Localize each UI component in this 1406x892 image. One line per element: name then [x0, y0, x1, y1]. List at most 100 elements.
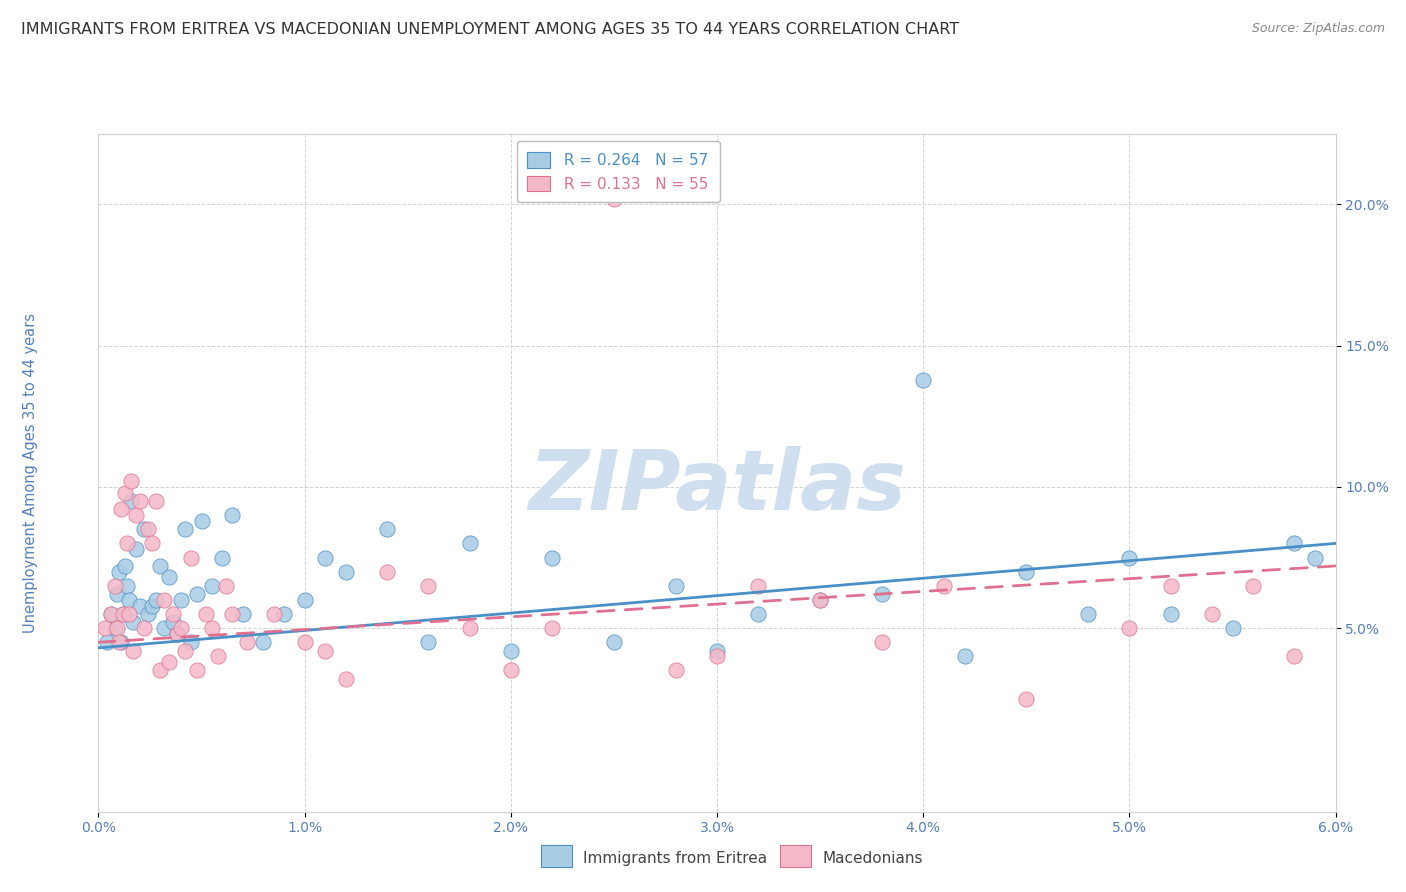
Point [294, 592, 316, 607]
Point [706, 649, 728, 664]
Point [174, 644, 197, 658]
Point [136, 607, 159, 621]
Point [418, 635, 440, 649]
Point [1284, 649, 1306, 664]
Point [603, 192, 626, 206]
Point [170, 592, 193, 607]
Point [112, 607, 135, 621]
Point [221, 508, 243, 523]
Point [194, 607, 217, 621]
Point [1284, 536, 1306, 550]
Point [190, 514, 212, 528]
Point [665, 579, 688, 593]
Point [141, 599, 163, 613]
Point [128, 599, 150, 613]
Point [114, 558, 136, 574]
Point [93, 621, 115, 635]
Point [110, 502, 132, 516]
Point [145, 494, 167, 508]
Point [953, 649, 976, 664]
Point [706, 644, 728, 658]
Point [120, 475, 142, 489]
Point [180, 550, 202, 565]
Point [128, 494, 150, 508]
Point [499, 644, 522, 658]
Point [870, 635, 893, 649]
Point [96, 635, 118, 649]
Point [932, 579, 955, 593]
Point [166, 626, 188, 640]
Point [1118, 550, 1140, 565]
Point [211, 550, 233, 565]
Point [120, 494, 142, 508]
Point [186, 587, 208, 601]
Point [180, 635, 202, 649]
Point [1241, 579, 1264, 593]
Point [1160, 607, 1182, 621]
Point [170, 621, 193, 635]
Point [1222, 621, 1244, 635]
Point [236, 635, 259, 649]
Point [122, 615, 145, 630]
Point [808, 592, 831, 607]
Point [149, 664, 172, 678]
Point [117, 536, 139, 550]
Point [458, 621, 481, 635]
Point [145, 592, 167, 607]
Point [108, 565, 131, 579]
Point [105, 621, 128, 635]
Point [124, 542, 146, 557]
Text: Unemployment Among Ages 35 to 44 years: Unemployment Among Ages 35 to 44 years [24, 313, 38, 632]
Text: ZIPatlas: ZIPatlas [529, 446, 905, 527]
Point [174, 522, 197, 536]
Point [186, 664, 208, 678]
Point [232, 607, 254, 621]
Point [335, 565, 357, 579]
Point [141, 536, 163, 550]
Point [747, 579, 769, 593]
Point [541, 550, 564, 565]
Point [136, 522, 159, 536]
Point [207, 649, 229, 664]
Point [221, 607, 243, 621]
Point [201, 621, 224, 635]
Point [162, 615, 184, 630]
Point [375, 522, 398, 536]
Text: Immigrants from Eritrea: Immigrants from Eritrea [583, 851, 768, 865]
Point [153, 592, 176, 607]
Point [110, 635, 132, 649]
Point [132, 522, 155, 536]
Point [104, 621, 127, 635]
Point [912, 373, 935, 387]
Point [215, 579, 238, 593]
Point [166, 626, 188, 640]
Point [122, 644, 145, 658]
Point [1201, 607, 1223, 621]
Point [747, 607, 769, 621]
Point [499, 664, 522, 678]
Point [100, 607, 122, 621]
Point [458, 536, 481, 550]
Point [132, 621, 155, 635]
Point [1015, 691, 1038, 706]
Point [104, 579, 127, 593]
Point [335, 672, 357, 686]
Point [1303, 550, 1326, 565]
Point [314, 644, 336, 658]
Point [124, 508, 146, 523]
Text: Source: ZipAtlas.com: Source: ZipAtlas.com [1251, 22, 1385, 36]
Point [108, 635, 131, 649]
Point [603, 635, 626, 649]
Point [263, 607, 285, 621]
Point [1077, 607, 1099, 621]
Point [418, 579, 440, 593]
Point [1118, 621, 1140, 635]
Point [117, 579, 139, 593]
Point [375, 565, 398, 579]
Point [314, 550, 336, 565]
Point [118, 592, 141, 607]
Point [157, 570, 180, 584]
Point [114, 485, 136, 500]
Point [157, 655, 180, 669]
Point [100, 607, 122, 621]
